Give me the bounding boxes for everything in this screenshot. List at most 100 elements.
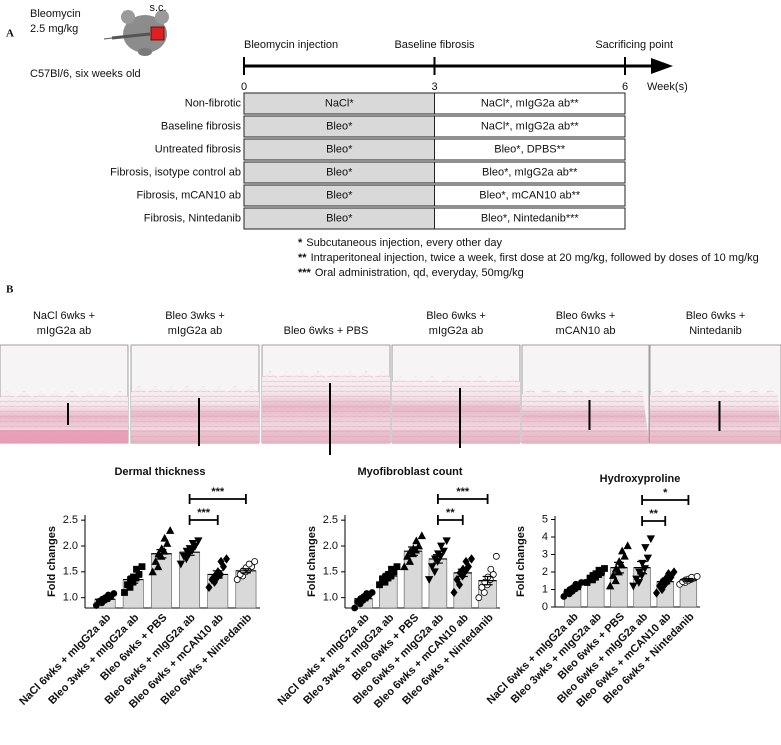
significance-label: ***	[456, 486, 470, 498]
data-point	[430, 568, 439, 577]
image-title: mIgG2a ab	[37, 325, 91, 337]
significance-bracket	[437, 494, 489, 504]
data-point	[611, 576, 620, 585]
cell-second	[434, 92, 626, 115]
error-bar	[379, 572, 398, 580]
dose: 2.5 mg/kg	[30, 23, 78, 35]
image-title: mCAN10 ab	[556, 325, 616, 337]
data-point	[233, 576, 241, 583]
significance-bracket	[641, 495, 690, 505]
error-bar	[610, 561, 628, 574]
first-treatment: Bleo*	[326, 166, 353, 178]
data-point	[162, 539, 172, 547]
timeline-arrow	[651, 58, 673, 74]
data-point	[393, 563, 401, 571]
data-point	[363, 590, 371, 597]
data-point	[468, 554, 475, 564]
group-name: Fibrosis, Nintedanib	[144, 212, 241, 224]
data-point	[601, 565, 608, 572]
significance-label: *	[663, 487, 668, 499]
error-bar	[656, 578, 674, 585]
data-point	[433, 550, 443, 559]
error-bar	[453, 568, 472, 578]
mouse-icon	[103, 10, 169, 56]
significance-bracket	[437, 515, 464, 525]
data-point	[635, 568, 644, 577]
significance-bracket	[188, 494, 247, 504]
tissue-fibers	[262, 371, 390, 443]
second-treatment: Bleo*, Nintedanib***	[481, 212, 580, 224]
y-tick-label: 2.0	[63, 540, 78, 552]
footnote: *** Oral administration, qd, everyday, 50…	[298, 267, 524, 279]
data-point	[436, 542, 446, 551]
error-bar	[235, 568, 257, 574]
data-point	[412, 536, 421, 545]
y-tick-label: 1.5	[323, 566, 338, 578]
error-bar	[404, 546, 423, 556]
data-point	[646, 535, 656, 544]
y-tick-label: 2.0	[323, 540, 338, 552]
data-point	[453, 574, 461, 585]
first-treatment: Bleo*	[326, 143, 353, 155]
data-point	[605, 581, 615, 590]
footnote-text: Oral administration, qd, everyday, 50mg/…	[315, 267, 524, 279]
y-tick-label: 1.5	[63, 566, 78, 578]
muscle	[522, 430, 649, 443]
footnote-symbol: ***	[298, 267, 312, 279]
image-title: mIgG2a ab	[168, 325, 222, 337]
data-point	[462, 556, 470, 567]
cell-second	[434, 115, 626, 138]
data-point	[368, 589, 376, 596]
error-bar	[179, 548, 200, 556]
milestone-label: Baseline fibrosis	[394, 39, 475, 51]
second-treatment: NaCl*, mIgG2a ab**	[481, 97, 580, 109]
tissue-fibers	[522, 388, 649, 443]
significance-bracket	[641, 516, 667, 526]
error-bar	[151, 549, 172, 559]
group-name: Untreated fibrosis	[155, 143, 242, 155]
y-tick-label: 3	[542, 548, 548, 560]
second-treatment: Bleo*, DPBS**	[494, 143, 566, 155]
data-point	[475, 594, 483, 602]
data-point	[205, 582, 213, 592]
significance-bracket	[188, 515, 219, 525]
tissue-fibers	[392, 376, 520, 443]
muscle	[262, 430, 390, 443]
y-tick-label: 2	[542, 566, 548, 578]
data-point	[450, 587, 458, 598]
error-bar	[680, 577, 697, 582]
data-point	[439, 547, 448, 556]
data-point	[641, 544, 650, 552]
data-point	[223, 554, 230, 564]
chart-title: Hydroxyproline	[600, 473, 681, 485]
data-point	[351, 604, 359, 612]
data-point	[492, 552, 500, 560]
data-point	[148, 567, 157, 576]
timeline-tick-label: 6	[622, 81, 628, 93]
footnote-text: Subcutaneous injection, every other day	[306, 237, 502, 249]
cell-second	[434, 138, 626, 161]
error-bar	[354, 596, 373, 602]
cell-second	[434, 184, 626, 207]
milestone-label: Bleomycin injection	[244, 39, 338, 51]
error-bar	[94, 596, 116, 602]
data-point	[487, 565, 495, 573]
error-bar	[633, 560, 651, 575]
histology-image	[261, 344, 391, 455]
data-point	[478, 583, 486, 591]
footnote-symbol: **	[298, 252, 307, 264]
second-treatment: Bleo*, mIgG2a ab**	[482, 166, 578, 178]
data-point	[405, 557, 415, 565]
data-point	[153, 562, 163, 571]
muscle	[131, 430, 259, 443]
chart-title: Myofibroblast count	[357, 466, 462, 478]
significance-label: ***	[197, 507, 211, 519]
data-point	[138, 563, 146, 571]
data-point	[623, 541, 632, 550]
y-axis-label: Fold changes	[306, 526, 318, 597]
image-title: mIgG2a ab	[429, 325, 483, 337]
data-point	[632, 575, 641, 584]
muscle	[392, 430, 520, 443]
first-treatment: Bleo*	[326, 189, 353, 201]
group-name: Non-fibrotic	[185, 97, 242, 109]
